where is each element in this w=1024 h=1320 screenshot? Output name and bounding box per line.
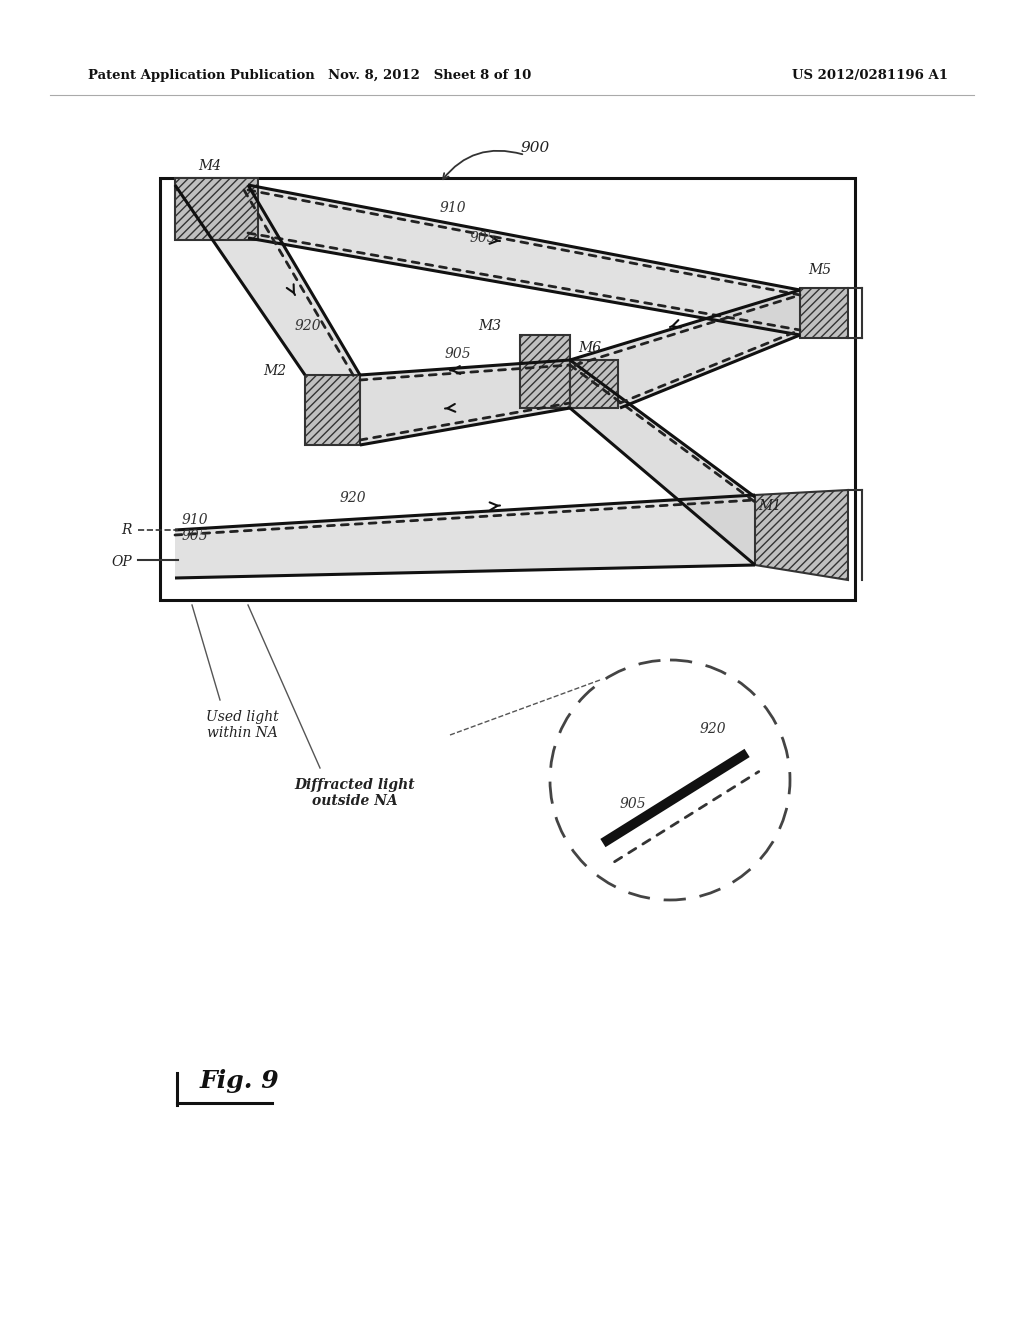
Text: Used light
within NA: Used light within NA [206,710,279,741]
Text: US 2012/0281196 A1: US 2012/0281196 A1 [792,69,948,82]
Polygon shape [755,490,848,579]
Text: Fig. 9: Fig. 9 [200,1069,280,1093]
Polygon shape [305,375,360,445]
Polygon shape [800,288,848,338]
Text: 905: 905 [620,797,646,810]
Text: M2: M2 [263,364,286,378]
Text: 920: 920 [700,722,727,737]
Text: Nov. 8, 2012   Sheet 8 of 10: Nov. 8, 2012 Sheet 8 of 10 [329,69,531,82]
Text: 905: 905 [182,529,209,543]
Text: M6: M6 [578,341,601,355]
Text: OP: OP [112,554,132,569]
Text: 900: 900 [520,141,550,154]
Text: 905: 905 [470,231,497,246]
Polygon shape [570,290,800,408]
Text: M1: M1 [758,499,781,513]
Text: 905: 905 [445,347,472,360]
Text: 920: 920 [340,491,367,506]
Text: 920: 920 [295,319,322,333]
Text: 910: 910 [182,513,209,527]
Text: M5: M5 [808,263,831,277]
Polygon shape [175,495,755,578]
Text: M4: M4 [198,158,221,173]
Polygon shape [570,360,618,408]
Text: R: R [122,523,132,537]
Polygon shape [175,178,258,240]
Text: M3: M3 [478,319,501,333]
Polygon shape [248,185,800,335]
Polygon shape [520,335,570,408]
Text: 910: 910 [440,201,467,215]
Text: Patent Application Publication: Patent Application Publication [88,69,314,82]
Text: Diffracted light
outside NA: Diffracted light outside NA [295,777,416,808]
Bar [160,178,855,601]
Polygon shape [175,185,360,375]
Polygon shape [360,360,755,565]
